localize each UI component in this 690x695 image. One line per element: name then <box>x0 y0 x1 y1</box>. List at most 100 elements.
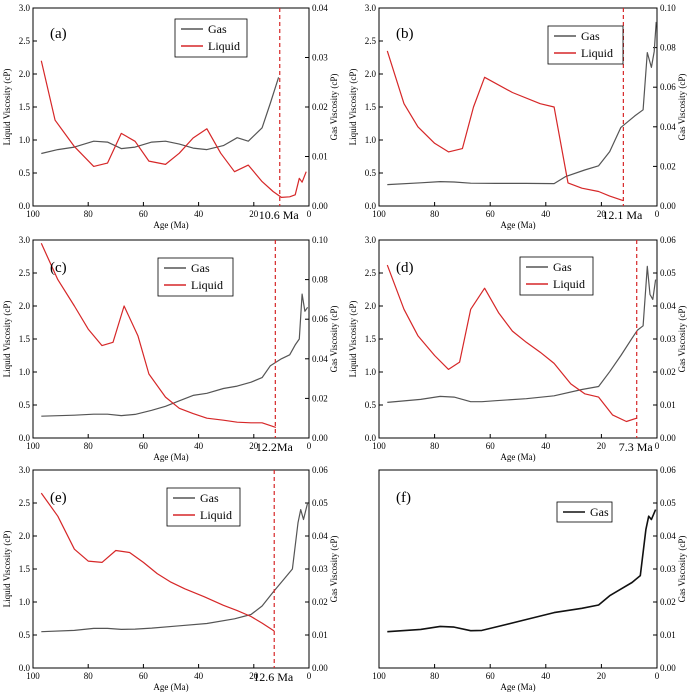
legend-box <box>166 487 241 527</box>
legend: Gas Liquid <box>519 256 594 296</box>
y-tick-label: 2.5 <box>19 268 31 278</box>
y-tick-label: 2.0 <box>19 531 31 541</box>
y-tick-label: 1.0 <box>365 367 377 377</box>
y-tick-label: 0.0 <box>19 433 31 443</box>
x-tick-label: 0 <box>307 441 312 451</box>
y2-tick-label: 0.01 <box>660 630 676 640</box>
series-liquid-line <box>40 60 307 198</box>
panel-d: 100 80 60 40 20 0 Age (Ma) 0.0 0.5 1.0 1.5 2.0 2.5 3.… <box>348 235 687 462</box>
y-tick-label: 0.5 <box>365 168 377 178</box>
x-tick-label: 60 <box>139 671 149 681</box>
x-tick-label: 80 <box>84 441 94 451</box>
y-tick-label: 1.5 <box>19 564 31 574</box>
x-tick-label: 100 <box>26 671 40 681</box>
x-axis-label: Age (Ma) <box>153 220 188 230</box>
y2-tick-label: 0.03 <box>312 53 328 63</box>
y-axis-label: Liquid Viscosity (cP) <box>2 531 12 608</box>
x-tick-label: 40 <box>541 209 551 219</box>
y-tick-label: 2.0 <box>19 301 31 311</box>
panel-label: (a) <box>50 26 67 42</box>
y2-tick-label: 0.02 <box>312 102 328 112</box>
series-gas-line <box>41 293 309 417</box>
series-liquid-line <box>40 243 277 428</box>
plot-frame <box>32 7 310 207</box>
y-tick-label: 0.5 <box>19 630 31 640</box>
y2-tick-label: 0.00 <box>312 201 328 211</box>
y2-tick-label: 0.02 <box>312 393 328 403</box>
panel-label: (e) <box>50 490 67 506</box>
y-tick-label: 3.0 <box>365 235 377 245</box>
y2-tick-label: 0.02 <box>312 597 328 607</box>
y2-tick-label: 0.01 <box>660 400 676 410</box>
y2-tick-label: 0.06 <box>312 314 328 324</box>
plot-frame <box>378 469 658 669</box>
x-tick-label: 80 <box>84 671 94 681</box>
x-tick-label: 0 <box>655 441 660 451</box>
y-tick-label: 0.0 <box>365 201 377 211</box>
y-tick-label: 2.0 <box>365 301 377 311</box>
y2-tick-label: 0.04 <box>312 531 328 541</box>
series-liquid-line <box>386 264 637 423</box>
y2-tick-label: 0.03 <box>312 564 328 574</box>
y-axis-label: Liquid Viscosity (cP) <box>2 301 12 378</box>
x-tick-label: 40 <box>194 671 204 681</box>
series-gas-line <box>387 509 657 633</box>
series-gas-line <box>387 265 657 403</box>
legend-label-liquid: Liquid <box>191 278 223 292</box>
x-tick-label: 40 <box>194 209 204 219</box>
y2-tick-label: 0.04 <box>312 354 328 364</box>
y2-tick-label: 0.02 <box>660 161 676 171</box>
x-tick-label: 80 <box>84 209 94 219</box>
y-tick-label: 1.0 <box>19 135 31 145</box>
x-tick-label: 20 <box>597 671 607 681</box>
legend-label-gas: Gas <box>553 260 572 274</box>
y-tick-label: 0.0 <box>19 663 31 673</box>
y2-tick-label: 0.08 <box>660 43 676 53</box>
y-tick-label: 2.5 <box>19 498 31 508</box>
x-tick-label: 60 <box>486 671 496 681</box>
y-tick-label: 3.0 <box>19 235 31 245</box>
y-tick-label: 0.5 <box>19 168 31 178</box>
x-axis-label: Age (Ma) <box>153 682 188 692</box>
x-tick-label: 80 <box>430 671 440 681</box>
y-tick-label: 1.5 <box>19 102 31 112</box>
y-tick-label: 1.0 <box>365 135 377 145</box>
legend: Gas Liquid <box>166 487 241 527</box>
y-tick-label: 3.0 <box>365 3 377 13</box>
x-tick-label: 100 <box>372 671 386 681</box>
y2-tick-label: 0.04 <box>312 3 328 13</box>
y-tick-label: 1.5 <box>365 102 377 112</box>
y2-tick-label: 0.00 <box>312 433 328 443</box>
y2-tick-label: 0.10 <box>312 235 328 245</box>
cutoff-label: 12.2Ma <box>256 440 294 454</box>
x-tick-label: 20 <box>597 441 607 451</box>
x-tick-label: 60 <box>139 441 149 451</box>
legend: Gas Liquid <box>174 18 248 58</box>
y-tick-label: 3.0 <box>19 3 31 13</box>
y2-axis-label: Gas Viscosity (cP) <box>677 536 687 603</box>
y-tick-label: 2.0 <box>19 69 31 79</box>
y-tick-label: 2.5 <box>19 36 31 46</box>
legend-label-gas: Gas <box>191 261 210 275</box>
y-axis-label: Liquid Viscosity (cP) <box>2 69 12 146</box>
cutoff-label: 12.1 Ma <box>602 208 643 222</box>
legend-label-liquid: Liquid <box>581 46 613 60</box>
y2-tick-label: 0.05 <box>660 268 676 278</box>
series-gas-line <box>387 21 657 186</box>
x-axis-label: Age (Ma) <box>500 682 535 692</box>
x-axis-label: Age (Ma) <box>153 452 188 462</box>
y2-tick-label: 0.03 <box>660 334 676 344</box>
legend-box <box>519 256 594 296</box>
x-tick-label: 20 <box>597 209 607 219</box>
y2-tick-label: 0.00 <box>660 201 676 211</box>
panel-label: (c) <box>50 260 67 276</box>
series-gas-line <box>41 502 309 633</box>
y2-tick-label: 0.06 <box>660 235 676 245</box>
y-tick-label: 0.5 <box>365 400 377 410</box>
x-tick-label: 80 <box>430 209 440 219</box>
x-tick-label: 60 <box>139 209 149 219</box>
y2-tick-label: 0.04 <box>660 531 676 541</box>
y2-axis-label: Gas Viscosity (cP) <box>677 306 687 373</box>
y2-tick-label: 0.00 <box>660 663 676 673</box>
